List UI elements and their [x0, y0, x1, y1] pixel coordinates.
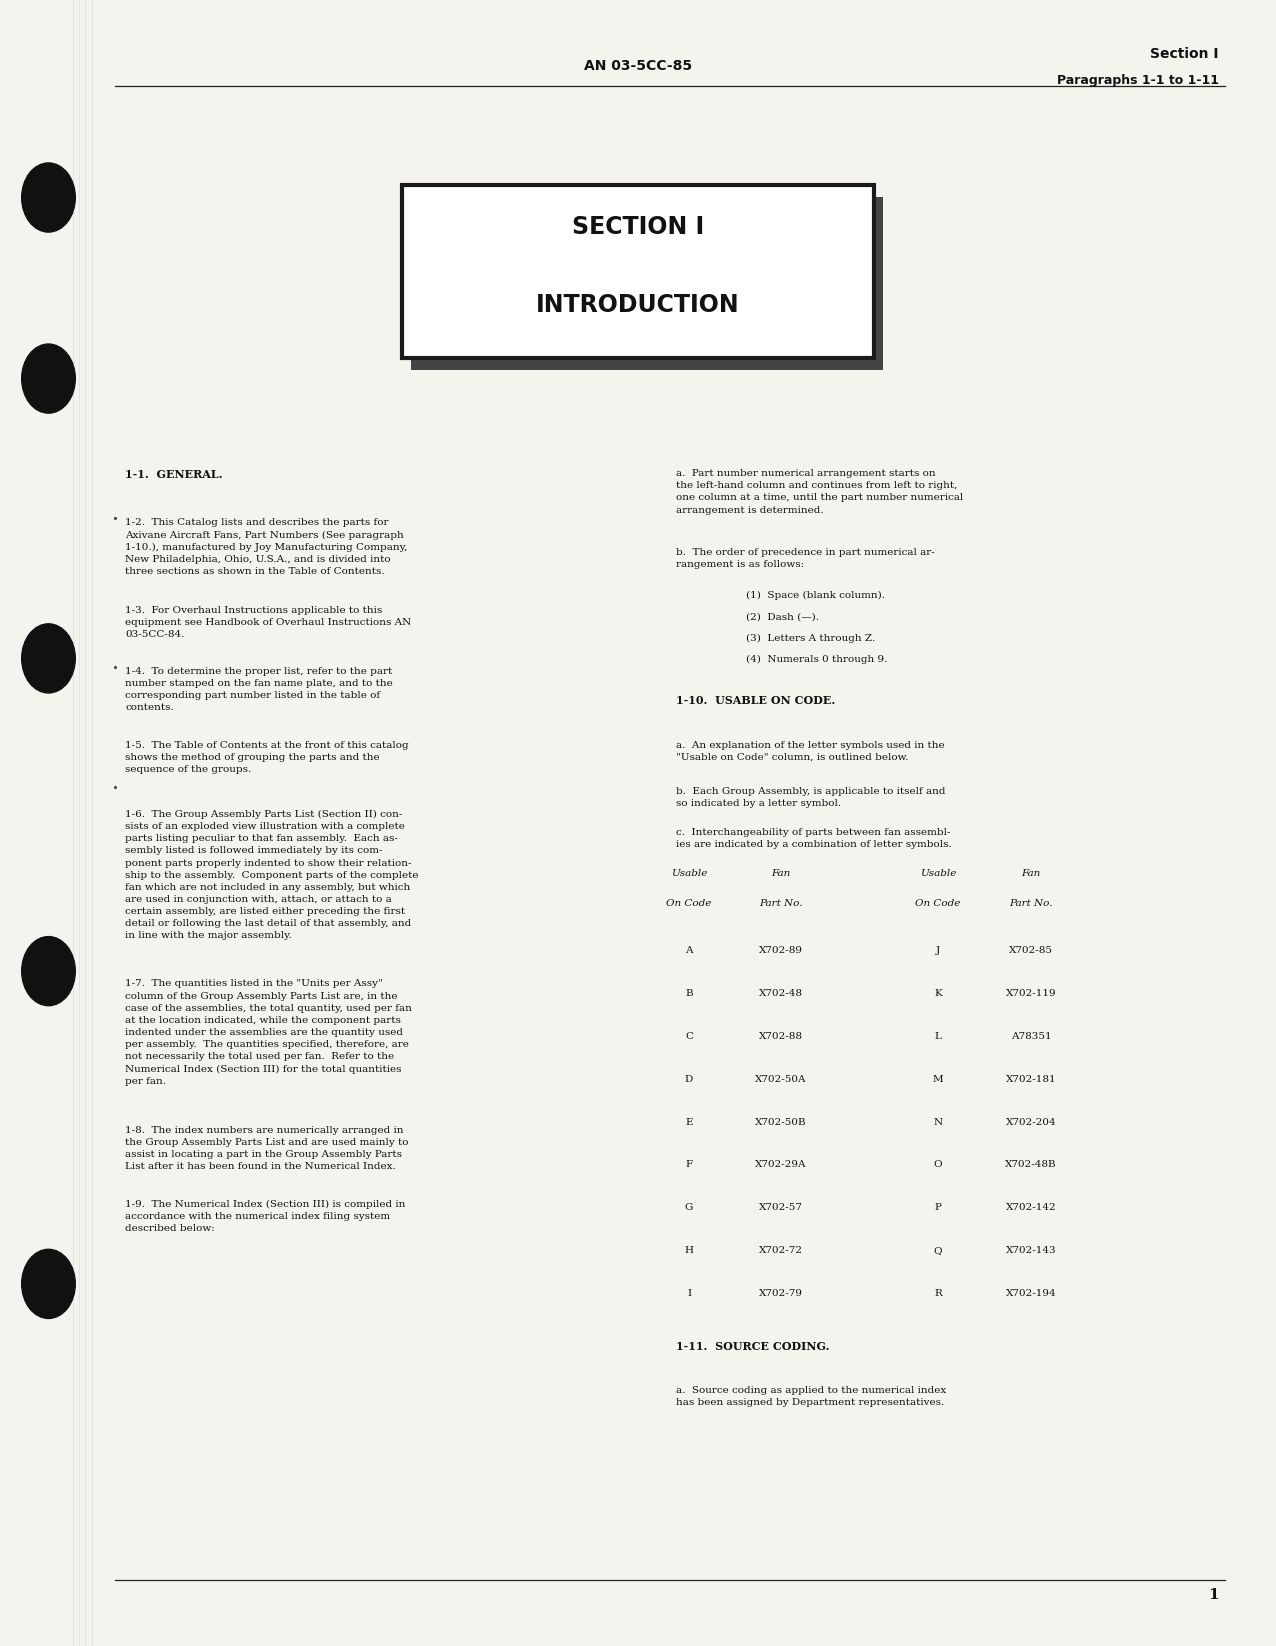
Text: G: G: [685, 1203, 693, 1211]
Text: a.  An explanation of the letter symbols used in the
"Usable on Code" column, is: a. An explanation of the letter symbols …: [676, 741, 946, 762]
Text: INTRODUCTION: INTRODUCTION: [536, 293, 740, 316]
Text: a.  Part number numerical arrangement starts on
the left-hand column and continu: a. Part number numerical arrangement sta…: [676, 469, 963, 515]
Text: AN 03-5CC-85: AN 03-5CC-85: [584, 59, 692, 72]
Text: X702-204: X702-204: [1005, 1118, 1057, 1126]
Text: X702-142: X702-142: [1005, 1203, 1057, 1211]
Text: C: C: [685, 1032, 693, 1040]
Text: X702-29A: X702-29A: [755, 1160, 806, 1169]
Text: Usable: Usable: [671, 869, 707, 877]
Text: O: O: [934, 1160, 942, 1169]
Text: b.  The order of precedence in part numerical ar-
rangement is as follows:: b. The order of precedence in part numer…: [676, 548, 935, 570]
Text: I: I: [686, 1289, 692, 1297]
Text: X702-119: X702-119: [1005, 989, 1057, 997]
Text: b.  Each Group Assembly, is applicable to itself and
so indicated by a letter sy: b. Each Group Assembly, is applicable to…: [676, 787, 946, 808]
Text: X702-48: X702-48: [759, 989, 803, 997]
Text: X702-48B: X702-48B: [1005, 1160, 1057, 1169]
Text: D: D: [685, 1075, 693, 1083]
Text: Part No.: Part No.: [1009, 899, 1053, 907]
Text: 1-5.  The Table of Contents at the front of this catalog
shows the method of gro: 1-5. The Table of Contents at the front …: [125, 741, 408, 774]
Text: (1)  Space (blank column).: (1) Space (blank column).: [746, 591, 886, 601]
Text: X702-143: X702-143: [1005, 1246, 1057, 1254]
Circle shape: [22, 937, 75, 1006]
Text: (4)  Numerals 0 through 9.: (4) Numerals 0 through 9.: [746, 655, 888, 665]
Text: H: H: [684, 1246, 694, 1254]
Text: 1-9.  The Numerical Index (Section III) is compiled in
accordance with the numer: 1-9. The Numerical Index (Section III) i…: [125, 1200, 406, 1233]
Text: (2)  Dash (—).: (2) Dash (—).: [746, 612, 819, 621]
Text: Section I: Section I: [1150, 46, 1219, 61]
Text: J: J: [935, 946, 940, 955]
Bar: [411, 198, 883, 370]
Text: 1-11.  SOURCE CODING.: 1-11. SOURCE CODING.: [676, 1341, 829, 1353]
Text: SECTION I: SECTION I: [572, 216, 704, 239]
Text: X702-72: X702-72: [759, 1246, 803, 1254]
Text: A78351: A78351: [1011, 1032, 1051, 1040]
Text: L: L: [934, 1032, 942, 1040]
Text: 1-8.  The index numbers are numerically arranged in
the Group Assembly Parts Lis: 1-8. The index numbers are numerically a…: [125, 1126, 408, 1172]
Text: K: K: [934, 989, 942, 997]
Text: 1-4.  To determine the proper list, refer to the part
number stamped on the fan : 1-4. To determine the proper list, refer…: [125, 667, 393, 713]
Circle shape: [22, 1249, 75, 1318]
Text: B: B: [685, 989, 693, 997]
Text: 1-10.  USABLE ON CODE.: 1-10. USABLE ON CODE.: [676, 695, 836, 706]
Circle shape: [22, 163, 75, 232]
Text: 1-2.  This Catalog lists and describes the parts for
Axivane Aircraft Fans, Part: 1-2. This Catalog lists and describes th…: [125, 518, 407, 576]
Bar: [402, 186, 874, 359]
Text: E: E: [685, 1118, 693, 1126]
Text: A: A: [685, 946, 693, 955]
Text: 1-1.  GENERAL.: 1-1. GENERAL.: [125, 469, 222, 481]
Text: 1-7.  The quantities listed in the "Units per Assy"
column of the Group Assembly: 1-7. The quantities listed in the "Units…: [125, 979, 412, 1086]
Text: 1-6.  The Group Assembly Parts List (Section II) con-
sists of an exploded view : 1-6. The Group Assembly Parts List (Sect…: [125, 810, 419, 940]
Text: X702-88: X702-88: [759, 1032, 803, 1040]
Text: Usable: Usable: [920, 869, 956, 877]
Text: M: M: [933, 1075, 943, 1083]
Text: X702-194: X702-194: [1005, 1289, 1057, 1297]
Text: X702-85: X702-85: [1009, 946, 1053, 955]
Text: R: R: [934, 1289, 942, 1297]
Text: X702-50A: X702-50A: [755, 1075, 806, 1083]
Text: P: P: [934, 1203, 942, 1211]
Text: Fan: Fan: [771, 869, 791, 877]
Circle shape: [22, 624, 75, 693]
Text: Fan: Fan: [1021, 869, 1041, 877]
Text: On Code: On Code: [915, 899, 961, 907]
Text: Part No.: Part No.: [759, 899, 803, 907]
Text: Paragraphs 1-1 to 1-11: Paragraphs 1-1 to 1-11: [1057, 74, 1219, 87]
Text: On Code: On Code: [666, 899, 712, 907]
Text: X702-57: X702-57: [759, 1203, 803, 1211]
Text: X702-181: X702-181: [1005, 1075, 1057, 1083]
Text: a.  Source coding as applied to the numerical index
has been assigned by Departm: a. Source coding as applied to the numer…: [676, 1386, 947, 1407]
Text: c.  Interchangeability of parts between fan assembl-
ies are indicated by a comb: c. Interchangeability of parts between f…: [676, 828, 952, 849]
Text: Q: Q: [934, 1246, 942, 1254]
Circle shape: [22, 344, 75, 413]
Text: X702-50B: X702-50B: [755, 1118, 806, 1126]
Text: X702-79: X702-79: [759, 1289, 803, 1297]
Text: 1: 1: [1208, 1587, 1219, 1602]
Text: (3)  Letters A through Z.: (3) Letters A through Z.: [746, 634, 875, 644]
Text: 1-3.  For Overhaul Instructions applicable to this
equipment see Handbook of Ove: 1-3. For Overhaul Instructions applicabl…: [125, 606, 411, 639]
Text: X702-89: X702-89: [759, 946, 803, 955]
Text: F: F: [685, 1160, 693, 1169]
Text: N: N: [933, 1118, 943, 1126]
